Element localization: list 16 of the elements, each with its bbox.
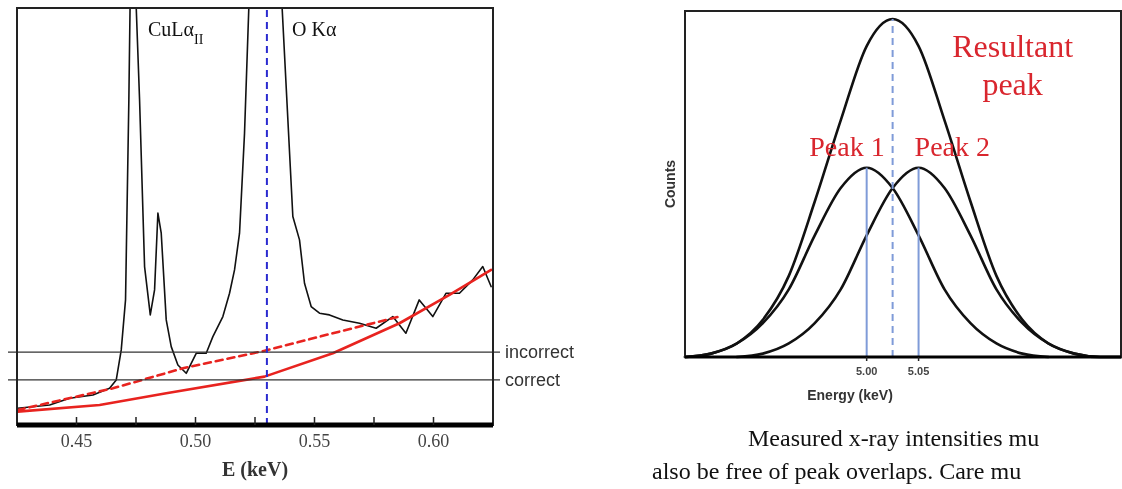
ref-line-label: correct [505, 370, 561, 391]
x-tick-label: 0.55 [298, 431, 331, 451]
annotation: CuLα$_{II}$ [148, 18, 204, 47]
series-label: Resultant peak [952, 28, 1074, 102]
y-axis-title: Counts [662, 159, 678, 209]
x-tick-label: 0.45 [60, 431, 93, 451]
ref-line-label: incorrect [505, 342, 575, 363]
text: also be free of peak overlaps. Care mu [652, 458, 1022, 484]
x-tick-label: 5.05 [907, 365, 930, 377]
x-axis-title: E (keV) [221, 458, 289, 481]
x-tick-label: 5.00 [855, 365, 878, 377]
x-axis-title: Energy (keV) [807, 387, 893, 403]
x-tick-label: 0.60 [417, 431, 450, 451]
text: Measured x-ray intensities mu [748, 425, 1040, 451]
x-tick-label: 0.50 [179, 431, 212, 451]
annotation: O Kα [292, 18, 337, 40]
